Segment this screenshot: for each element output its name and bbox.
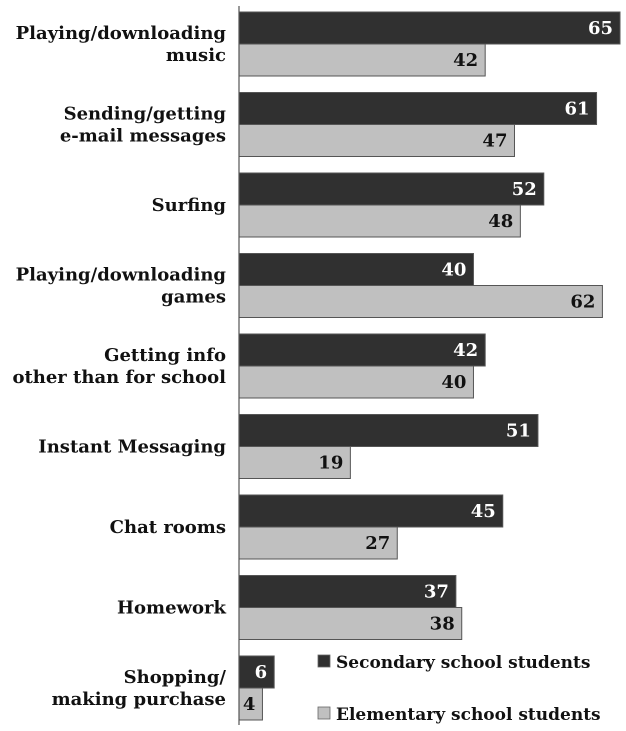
elementary-bar-6 [238, 526, 398, 560]
legend-swatch-secondary [317, 654, 331, 668]
elementary-value-label-1: 47 [482, 131, 507, 152]
elementary-value-label-8: 4 [243, 694, 256, 715]
elementary-bar-0 [238, 43, 486, 77]
category-label-8-line-1: making purchase [52, 689, 226, 710]
elementary-bar-2 [238, 204, 521, 238]
secondary-bar-4 [238, 333, 486, 367]
elementary-value-label-2: 48 [488, 211, 513, 232]
elementary-value-label-6: 27 [365, 533, 390, 554]
secondary-bar-6 [238, 494, 504, 528]
category-label-1-line-1: e-mail messages [60, 126, 226, 147]
secondary-value-label-6: 45 [471, 501, 496, 522]
legend-label-elementary: Elementary school students [336, 705, 601, 725]
elementary-value-label-3: 62 [570, 292, 595, 313]
category-label-2-line-0: Surfing [152, 195, 227, 216]
category-label-1-line-0: Sending/getting [64, 104, 227, 125]
secondary-value-label-1: 61 [564, 99, 589, 120]
category-label-0-line-0: Playing/downloading [16, 23, 227, 44]
elementary-value-label-7: 38 [430, 614, 455, 635]
secondary-value-label-0: 65 [588, 18, 613, 39]
category-label-7-line-0: Homework [117, 598, 226, 619]
elementary-bar-7 [238, 607, 463, 640]
category-label-3-line-0: Playing/downloading [16, 265, 227, 286]
elementary-value-label-4: 40 [441, 372, 466, 393]
elementary-bar-5 [238, 446, 351, 479]
bars-group [238, 11, 621, 721]
secondary-bar-1 [238, 92, 598, 125]
category-label-8-line-0: Shopping/ [124, 667, 227, 688]
category-labels-group: Playing/downloadingmusicSending/gettinge… [12, 23, 226, 710]
elementary-bar-3 [238, 285, 603, 318]
secondary-bar-3 [238, 253, 474, 286]
elementary-value-label-5: 19 [318, 453, 343, 474]
secondary-value-label-8: 6 [255, 662, 268, 683]
elementary-bar-1 [238, 124, 515, 157]
category-label-3-line-1: games [161, 287, 226, 308]
secondary-value-label-4: 42 [453, 340, 478, 361]
legend-swatch-elementary [317, 706, 331, 720]
elementary-value-label-0: 42 [453, 50, 478, 71]
secondary-value-label-5: 51 [506, 421, 531, 442]
category-label-6-line-0: Chat rooms [110, 517, 226, 538]
elementary-bar-4 [238, 365, 474, 399]
secondary-bar-5 [238, 414, 539, 447]
category-label-4-line-1: other than for school [12, 367, 226, 388]
secondary-value-label-7: 37 [424, 582, 449, 603]
category-label-4-line-0: Getting info [104, 345, 226, 366]
category-label-5-line-0: Instant Messaging [38, 437, 226, 458]
value-labels-group: 65 42 61 47 52 48 40 62 42 40 51 19 45 27 37 38 6 4 [243, 18, 613, 715]
legend: Secondary school students Elementary scho… [317, 653, 601, 725]
secondary-bar-0 [238, 11, 621, 45]
secondary-bar-2 [238, 172, 545, 206]
secondary-value-label-3: 40 [441, 260, 466, 281]
secondary-value-label-2: 52 [512, 179, 537, 200]
category-label-0-line-1: music [166, 45, 226, 66]
legend-label-secondary: Secondary school students [336, 653, 590, 673]
